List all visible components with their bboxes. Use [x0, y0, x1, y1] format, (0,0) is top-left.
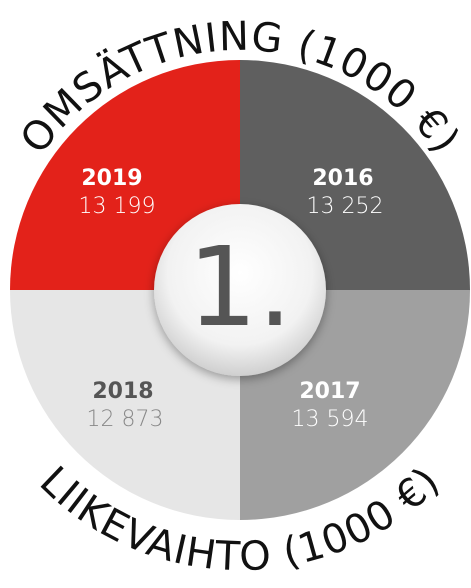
center-circle	[154, 204, 326, 376]
year: 2018	[92, 379, 153, 404]
year: 2017	[299, 379, 360, 404]
value: 13 252	[307, 194, 384, 219]
year: 2019	[81, 166, 142, 191]
value: 13 594	[292, 407, 369, 432]
value: 12 873	[87, 407, 164, 432]
year: 2016	[312, 166, 373, 191]
center-label: 1.	[188, 223, 293, 351]
value: 13 199	[79, 194, 156, 219]
